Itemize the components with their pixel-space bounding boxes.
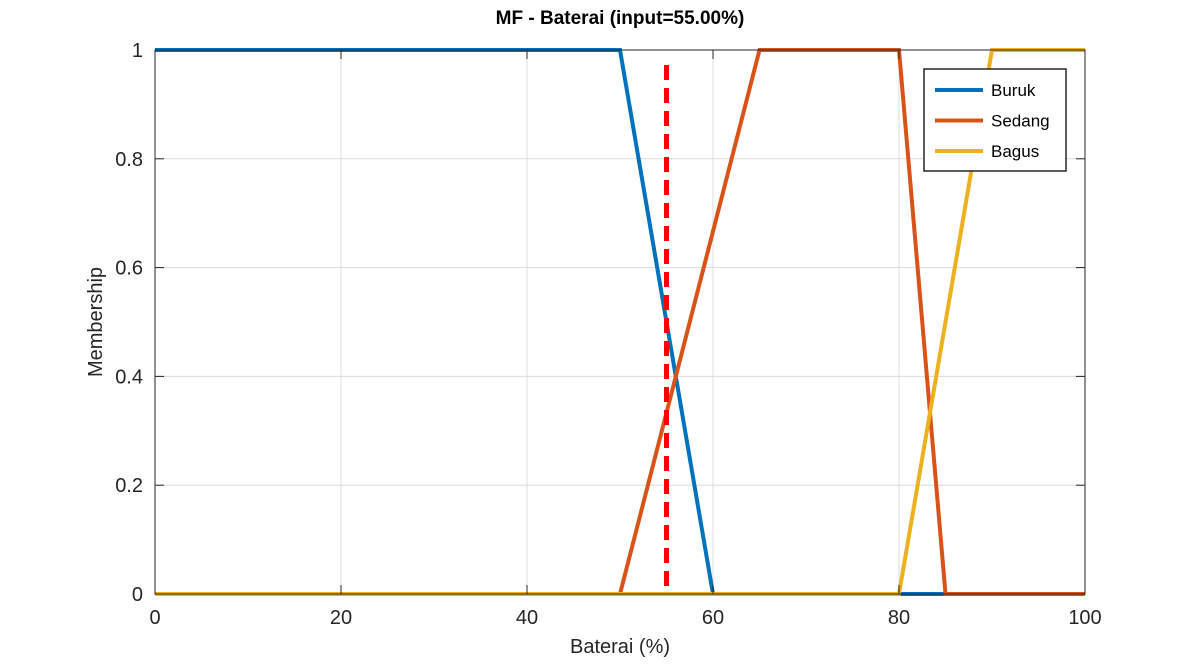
- y-axis-label: Membership: [85, 267, 107, 377]
- y-tick-label: 0: [132, 584, 143, 606]
- x-tick-label: 100: [1068, 607, 1101, 629]
- x-tick-label: 60: [702, 607, 724, 629]
- x-tick-label: 0: [149, 607, 160, 629]
- chart-title: MF - Baterai (input=55.00%): [496, 8, 745, 29]
- axes-box: [154, 49, 1086, 595]
- x-axis-label: Baterai (%): [570, 636, 670, 658]
- legend-label-buruk: Buruk: [991, 81, 1036, 100]
- y-tick-label: 1: [132, 40, 143, 62]
- y-tick-label: 0.2: [115, 475, 143, 497]
- x-tick-label: 40: [516, 607, 538, 629]
- x-tick-label: 80: [888, 607, 910, 629]
- axis-ticks: 0 20 40 60 80 100 0 0.2 0.4 0.6 0.8 1: [115, 40, 1102, 629]
- legend: Buruk Sedang Bagus: [923, 68, 1067, 172]
- legend-label-sedang: Sedang: [991, 112, 1050, 131]
- x-tick-label: 20: [330, 607, 352, 629]
- y-tick-label: 0.8: [115, 149, 143, 171]
- y-tick-label: 0.4: [115, 366, 143, 388]
- legend-label-bagus: Bagus: [991, 142, 1039, 161]
- y-tick-label: 0.6: [115, 258, 143, 280]
